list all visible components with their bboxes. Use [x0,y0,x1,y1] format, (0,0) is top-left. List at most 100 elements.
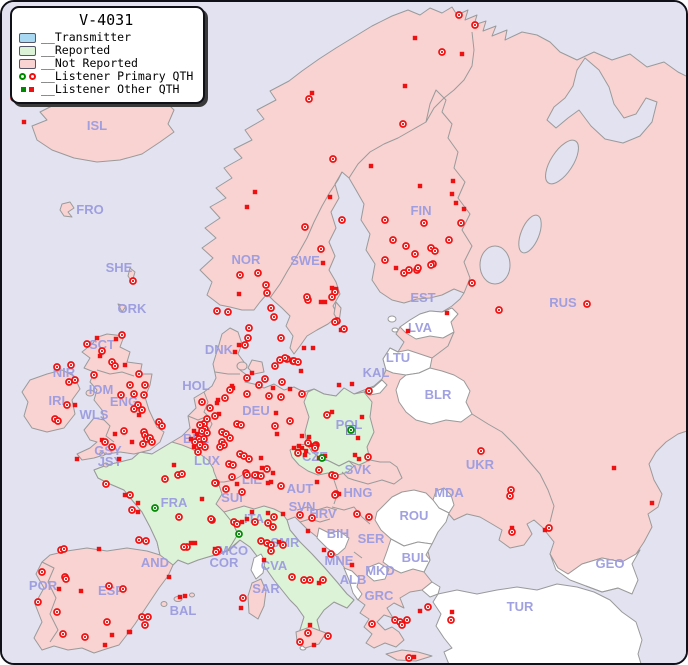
listener-primary-marker [270,513,278,521]
listener-other-marker [542,527,548,533]
listener-other-marker [316,580,322,586]
listener-primary-marker [63,401,71,409]
listener-primary-marker [261,375,269,383]
listener-other-marker [244,204,250,210]
listener-other-marker [322,299,328,305]
listener-other-marker [238,605,244,611]
listener-primary-marker [265,392,273,400]
listener-primary-marker [271,362,279,370]
listener-primary-marker [130,390,138,398]
listener-primary-marker [381,216,389,224]
legend-item-label: __Reported [41,43,111,57]
listener-primary-marker [398,621,406,629]
listener-other-marker [291,445,297,451]
listener-other-marker [359,414,365,420]
country-label-bal: BAL [170,603,197,618]
listener-primary-marker [445,236,453,244]
listener-other-marker [298,368,304,374]
listener-primary-marker [222,485,230,493]
country-label-sui: SUI [221,490,243,505]
listener-other-marker [449,609,455,615]
listener-primary-marker [427,261,435,269]
listener-other-marker [349,381,355,387]
country-label-geo: GEO [596,556,625,571]
listener-primary-marker [403,616,411,624]
listener-primary-marker [126,381,134,389]
listener-primary-marker [276,356,284,364]
listener-other-marker [305,528,311,534]
listener-primary-marker [101,438,109,446]
listener-primary-marker [141,621,149,629]
listener-primary-marker [447,616,455,624]
listener-primary-marker [203,415,211,423]
listener-other-marker [302,452,308,458]
listener-primary-marker [340,325,348,333]
listener-other-marker [265,510,271,516]
listener-primary-marker [53,608,61,616]
country-label-dnk: DNK [205,342,234,357]
listener-primary-marker [233,520,241,528]
listener-other-marker [393,265,399,271]
listener-other-marker [171,462,177,468]
listener-primary-marker [239,594,247,602]
listener-other-marker [611,465,617,471]
country-label-jsy: JSY [98,454,123,469]
country-label-nor: NOR [232,252,262,267]
country-label-ork: ORK [118,301,148,316]
listener-primary-marker [226,386,234,394]
listener-primary-marker [267,304,275,312]
listener-other-marker [309,90,315,96]
listener-primary-marker [583,300,591,308]
listener-primary-marker [128,506,136,514]
listener-other-marker [311,642,317,648]
listener-other-marker [649,500,655,506]
legend-item-label: __Listener Primary QTH [41,69,194,83]
listener-primary-marker [431,247,439,255]
listener-other-marker [102,642,108,648]
country-label-she: SHE [106,260,133,275]
listener-other-marker [274,431,280,437]
listener-primary-marker [508,528,516,536]
listener-primary-marker [296,638,304,646]
listener-primary-marker [507,486,515,494]
listener-other-marker [261,557,267,563]
legend-title: V-4031 [79,11,134,29]
listener-primary-marker [135,536,143,544]
listener-other-marker [113,336,119,342]
listener-primary-marker [180,543,188,551]
listener-primary-marker [331,472,339,480]
listener-primary-marker [262,281,270,289]
country-label-mda: MDA [434,485,464,500]
country-label-hrv: HRV [309,506,337,521]
listener-primary-marker [83,340,91,348]
estonian-island [387,315,397,323]
country-romania [374,489,450,547]
listener-other-marker [116,456,122,462]
island-guernsey [99,451,105,457]
listener-primary-marker [267,547,275,555]
listener-primary-marker [140,391,148,399]
listener-primary-marker [243,374,251,382]
island-menorca [189,592,195,598]
listener-primary-marker [161,475,169,483]
country-label-kal: KAL [363,365,390,380]
country-label-svn: SVN [289,499,316,514]
listener-other-marker [417,608,423,614]
listener-primary-marker [53,363,61,371]
listener-primary-marker [477,447,485,455]
listener-primary-marker-green [318,454,326,462]
listener-primary-marker [364,453,372,461]
legend-item-label: __Not Reported [41,56,138,70]
listener-primary-marker [120,427,128,435]
listener-primary-marker [264,519,272,527]
listener-primary-marker [226,434,234,442]
country-label-mco: MCO [218,543,248,558]
listener-primary-marker [203,429,211,437]
listener-other-marker [249,509,255,515]
listener-primary-marker [319,576,327,584]
country-label-est: EST [410,290,435,305]
listener-primary-marker [365,387,373,395]
listener-other-marker [97,353,103,359]
legend-item-label: __Listener Other QTH [41,82,180,96]
listener-other-marker [191,428,197,434]
